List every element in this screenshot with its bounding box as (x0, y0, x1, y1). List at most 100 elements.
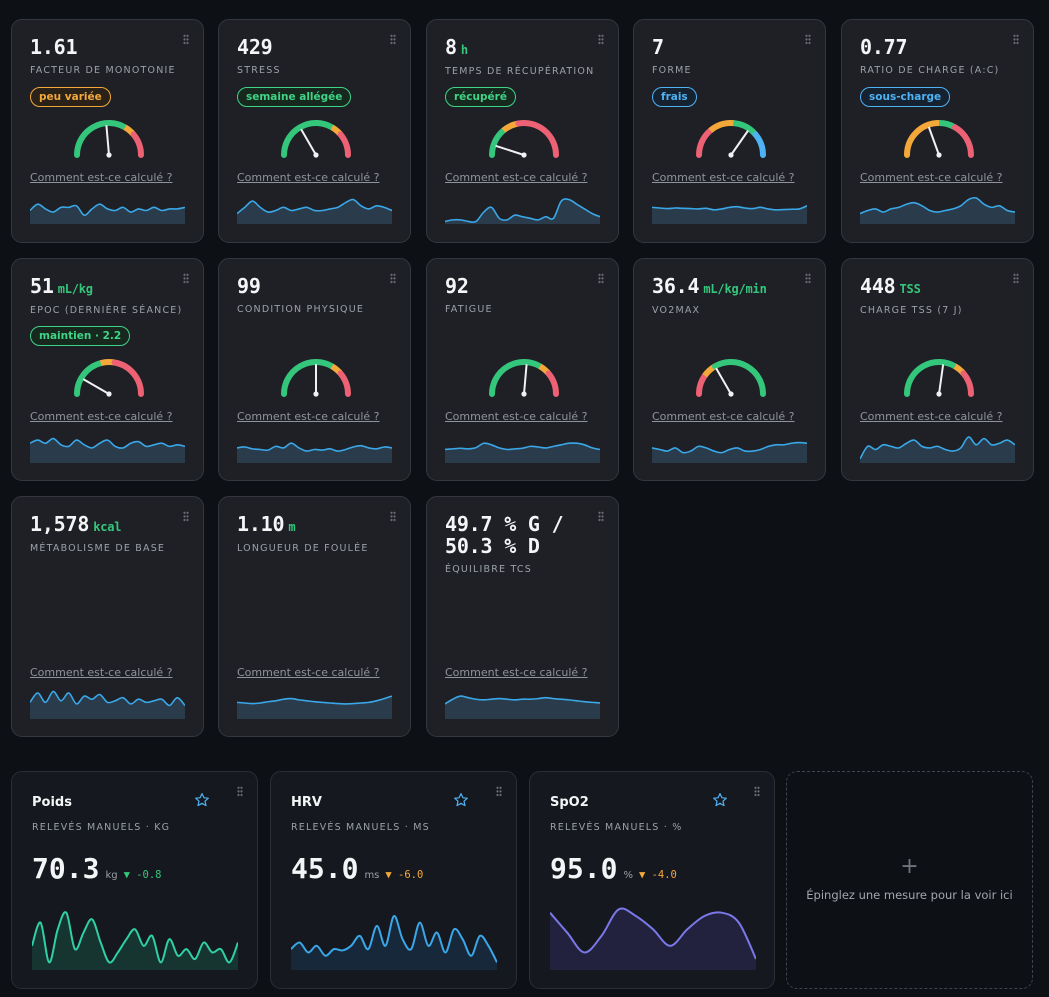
metric-card[interactable]: 51 mL/kg EPOC (DERNIÈRE SÉANCE) maintien · … (11, 258, 204, 481)
metric-value: 7 (652, 36, 664, 58)
widget-spo2[interactable]: SpO2 RELEVÉS MANUELS · % 95.0 % ▼ -4.0 (529, 771, 775, 989)
star-icon[interactable] (453, 792, 469, 808)
add-widget-placeholder[interactable]: + Épinglez une mesure pour la voir ici (786, 771, 1033, 989)
metric-label: FATIGUE (445, 304, 493, 315)
metric-value-number: 1.10 (237, 512, 285, 536)
metric-value: 49.7 % G / 50.3 % D (445, 512, 564, 558)
plus-icon[interactable]: + (900, 854, 919, 879)
metric-card[interactable]: 429 STRESS semaine allégée Comment est-ce c… (218, 19, 411, 243)
sparkline-area (30, 438, 185, 463)
drag-handle-icon[interactable] (183, 511, 189, 522)
metric-card[interactable]: 1,578 kcal MÉTABOLISME DE BASE Comment est-… (11, 496, 204, 737)
sparkline-line (291, 915, 497, 963)
metric-unit: m (288, 520, 296, 534)
sparkline-chart (237, 198, 392, 224)
sparkline-area (237, 199, 392, 224)
drag-handle-icon[interactable] (237, 786, 243, 797)
star-icon[interactable] (194, 792, 210, 808)
metric-value-number: 7 (652, 35, 664, 59)
sparkline-chart (445, 442, 600, 463)
drag-handle-icon[interactable] (754, 786, 760, 797)
drag-handle-icon[interactable] (805, 34, 811, 45)
drag-handle-icon[interactable] (390, 511, 396, 522)
gauge-hub (106, 391, 112, 397)
metric-value: 36.4 mL/kg/min (652, 275, 767, 300)
gauge-needle (523, 364, 528, 395)
widget-delta: ▼ -6.0 (385, 869, 424, 881)
how-calculated-link[interactable]: Comment est-ce calculé ? (237, 410, 380, 423)
sparkline-area (445, 696, 600, 719)
how-calculated-link[interactable]: Comment est-ce calculé ? (445, 666, 588, 679)
drag-handle-icon[interactable] (598, 273, 604, 284)
sparkline-area (237, 696, 392, 719)
metric-label: VO2MAX (652, 305, 701, 316)
metric-unit: h (460, 43, 468, 57)
how-calculated-link[interactable]: Comment est-ce calculé ? (860, 171, 1003, 184)
gauge-segment (712, 359, 766, 397)
metric-card[interactable]: 448 TSS CHARGE TSS (7 J) Comment est-ce cal… (841, 258, 1034, 481)
how-calculated-link[interactable]: Comment est-ce calculé ? (30, 410, 173, 423)
drag-handle-icon[interactable] (183, 34, 189, 45)
how-calculated-link[interactable]: Comment est-ce calculé ? (652, 171, 795, 184)
star-icon[interactable] (712, 792, 728, 808)
metric-value-number: 92 (445, 274, 469, 298)
sparkline-area (32, 912, 238, 970)
sparkline-chart (860, 436, 1015, 463)
metric-card[interactable]: 92 FATIGUE Comment est-ce calculé ? (426, 258, 619, 481)
how-calculated-link[interactable]: Comment est-ce calculé ? (860, 410, 1003, 423)
drag-handle-icon[interactable] (1013, 34, 1019, 45)
drag-handle-icon[interactable] (805, 273, 811, 284)
metric-card[interactable]: 36.4 mL/kg/min VO2MAX Comment est-ce calcul… (633, 258, 826, 481)
gauge-segment (281, 120, 335, 158)
metric-card[interactable]: 8 h TEMPS DE RÉCUPÉRATION récupéré Comment e… (426, 19, 619, 243)
how-calculated-link[interactable]: Comment est-ce calculé ? (652, 410, 795, 423)
metric-value-number: 8 (445, 35, 457, 59)
metric-card[interactable]: 99 CONDITION PHYSIQUE Comment est-ce calcu… (218, 258, 411, 481)
gauge-needle (300, 128, 317, 156)
metric-card[interactable]: 49.7 % G / 50.3 % D ÉQUILIBRE TCS Comment … (426, 496, 619, 737)
how-calculated-link[interactable]: Comment est-ce calculé ? (445, 171, 588, 184)
sparkline-line (860, 436, 1015, 460)
widget-hrv[interactable]: HRV RELEVÉS MANUELS · MS 45.0 ms ▼ -6.0 (270, 771, 517, 989)
drag-handle-icon[interactable] (496, 786, 502, 797)
status-badge: sous-charge (860, 87, 951, 107)
gauge-hub (313, 152, 319, 158)
how-calculated-link[interactable]: Comment est-ce calculé ? (237, 666, 380, 679)
metric-value: 1.61 (30, 36, 78, 58)
how-calculated-link[interactable]: Comment est-ce calculé ? (30, 171, 173, 184)
sparkline-chart (30, 203, 185, 224)
metric-card[interactable]: 1.10 m LONGUEUR DE FOULÉE Comment est-ce ca… (218, 496, 411, 737)
widget-poids[interactable]: Poids RELEVÉS MANUELS · KG 70.3 kg ▼ -0.… (11, 771, 258, 989)
drag-handle-icon[interactable] (390, 273, 396, 284)
drag-handle-icon[interactable] (1013, 273, 1019, 284)
drag-handle-icon[interactable] (598, 511, 604, 522)
gauge-needle (495, 145, 525, 156)
gauge-hub (106, 152, 112, 158)
widget-subtitle: RELEVÉS MANUELS · % (550, 822, 683, 833)
metric-value: 99 (237, 275, 261, 297)
status-badge: récupéré (445, 87, 516, 107)
metric-card[interactable]: 1.61 FACTEUR DE MONOTONIE peu variée Commen… (11, 19, 204, 243)
drag-handle-icon[interactable] (390, 34, 396, 45)
gauge-chart (74, 359, 144, 397)
metric-value-number: 49.7 % G / 50.3 % D (445, 512, 564, 558)
sparkline-line (445, 695, 600, 705)
gauge-segment (515, 120, 559, 158)
how-calculated-link[interactable]: Comment est-ce calculé ? (30, 666, 173, 679)
metric-card[interactable]: 7 FORME frais Comment est-ce calculé ? (633, 19, 826, 243)
metric-unit: kcal (93, 520, 122, 534)
metric-unit: mL/kg (57, 282, 93, 296)
metric-label: STRESS (237, 65, 281, 76)
sparkline-area (445, 198, 600, 224)
metric-card[interactable]: 0.77 RATIO DE CHARGE (A:C) sous-charge Comm… (841, 19, 1034, 243)
drag-handle-icon[interactable] (598, 34, 604, 45)
how-calculated-link[interactable]: Comment est-ce calculé ? (237, 171, 380, 184)
gauge-segment (752, 131, 766, 158)
sparkline-area (237, 443, 392, 463)
how-calculated-link[interactable]: Comment est-ce calculé ? (445, 410, 588, 423)
gauge-segment (733, 120, 758, 137)
sparkline-area (445, 443, 600, 463)
sparkline-line (30, 203, 185, 216)
drag-handle-icon[interactable] (183, 273, 189, 284)
sparkline-line (445, 198, 600, 223)
